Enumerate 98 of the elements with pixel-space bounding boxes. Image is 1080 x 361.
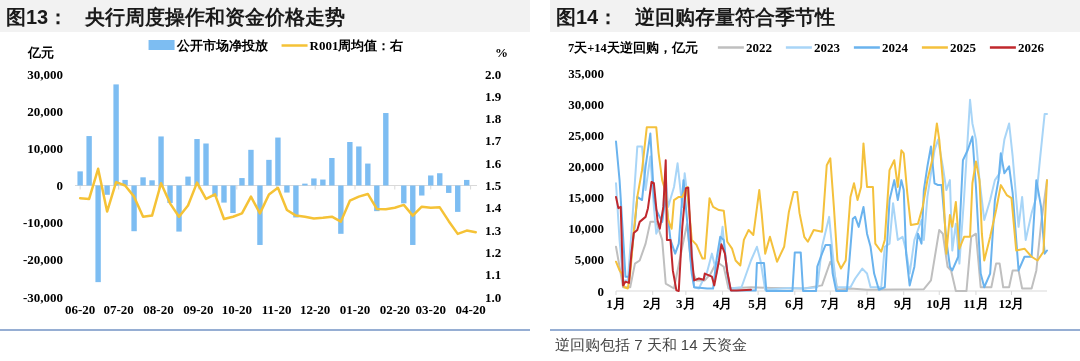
- y-tick-label: 35,000: [568, 65, 604, 81]
- y-tick-label: 0: [597, 283, 604, 299]
- x-tick-label: 03-20: [415, 302, 446, 317]
- bar: [176, 185, 182, 232]
- y-tick-label: 30,000: [27, 66, 63, 82]
- y-axis-title: 亿元: [27, 45, 54, 60]
- bar: [356, 146, 362, 186]
- y-tick-label: 10,000: [568, 221, 604, 237]
- chart-title: 图14： 逆回购存量符合季节性: [556, 6, 835, 28]
- legend-label: 2024: [881, 40, 909, 55]
- bar: [95, 185, 101, 283]
- x-tick-label: 1月: [606, 296, 626, 311]
- x-tick-label: 01-20: [339, 302, 371, 317]
- bar: [275, 137, 281, 186]
- x-tick-label: 10月: [926, 296, 953, 311]
- bar: [194, 139, 200, 186]
- x-tick-label: 2月: [642, 296, 663, 311]
- x-tick-label: 7月: [820, 296, 841, 311]
- bar: [257, 185, 263, 245]
- legend-label: 2025: [949, 40, 977, 55]
- bar: [86, 136, 92, 186]
- bar: [311, 178, 317, 186]
- text: 逆回购包括 7 天和 14 天资金: [555, 336, 747, 353]
- y-tick-label: -30,000: [22, 289, 63, 305]
- bar: [239, 178, 245, 186]
- bar: [284, 185, 290, 193]
- bar: [464, 179, 470, 186]
- y2-axis-title: %: [495, 45, 508, 60]
- y2-tick-label: 1.9: [485, 88, 502, 104]
- legend-label: 公开市场净投放: [175, 38, 269, 53]
- bar: [140, 177, 146, 186]
- bar: [149, 180, 155, 186]
- bar: [248, 149, 254, 186]
- y-tick-label: 25,000: [568, 127, 604, 143]
- bar: [113, 84, 119, 186]
- x-tick-label: 6月: [785, 296, 805, 311]
- y2-tick-label: 2.0: [485, 66, 502, 82]
- x-tick-label: 04-20: [455, 302, 486, 317]
- y2-tick-label: 1.4: [485, 200, 502, 216]
- y-tick-label: 10,000: [27, 140, 63, 156]
- x-tick-label: 12-20: [300, 302, 331, 317]
- y-tick-label: -20,000: [22, 252, 63, 268]
- y2-tick-label: 1.5: [485, 178, 502, 193]
- x-tick-label: 3月: [676, 296, 696, 311]
- x-tick-label: 10-20: [221, 302, 252, 317]
- y-axis-title: 7天+14天逆回购，亿元: [568, 40, 698, 55]
- line-series: [615, 159, 752, 292]
- x-tick-label: 06-20: [64, 302, 96, 317]
- y-tick-label: -10,000: [22, 215, 63, 231]
- legend-label: 2022: [745, 40, 772, 55]
- bar: [437, 173, 443, 186]
- bar: [338, 185, 344, 234]
- x-tick-label: 4月: [712, 296, 733, 311]
- x-tick-label: 09-20: [183, 302, 214, 317]
- x-tick-label: 11-20: [261, 302, 292, 317]
- x-tick-label: 5月: [748, 296, 768, 311]
- bar: [419, 185, 425, 196]
- bar: [455, 185, 461, 212]
- y-tick-label: 20,000: [568, 158, 604, 174]
- bar: [329, 158, 335, 186]
- x-tick-label: 9月: [893, 296, 914, 311]
- bar: [383, 113, 389, 186]
- bar: [347, 142, 353, 186]
- y2-tick-label: 1.0: [485, 289, 502, 305]
- y2-tick-label: 1.7: [485, 133, 502, 149]
- legend-label: R001周均值：右: [309, 38, 404, 53]
- y-tick-label: 15,000: [568, 190, 604, 206]
- legend-label: 2026: [1017, 40, 1045, 55]
- bar: [185, 176, 191, 186]
- y2-tick-label: 1.2: [485, 244, 502, 260]
- x-tick-label: 08-20: [143, 302, 174, 317]
- x-tick-label: 07-20: [103, 302, 134, 317]
- bar: [293, 185, 299, 218]
- bar: [77, 171, 83, 186]
- bar: [158, 136, 164, 186]
- y-tick-label: 5,000: [574, 252, 604, 268]
- y2-tick-label: 1.6: [485, 155, 502, 171]
- x-tick-label: 8月: [857, 296, 877, 311]
- line-series: [78, 167, 477, 236]
- bar: [221, 185, 227, 203]
- y-tick-label: 20,000: [27, 103, 63, 119]
- bar: [203, 143, 209, 186]
- bar: [230, 185, 236, 213]
- bar: [428, 175, 434, 186]
- y2-tick-label: 1.1: [485, 267, 502, 283]
- bar: [266, 159, 272, 186]
- bar: [320, 179, 326, 186]
- bar: [365, 163, 371, 186]
- x-tick-label: 12月: [998, 296, 1025, 311]
- bar: [104, 185, 110, 195]
- x-tick-label: 02-20: [379, 302, 410, 317]
- y-tick-label: 30,000: [568, 96, 604, 112]
- legend-label: 2023: [813, 40, 841, 55]
- x-tick-label: 11月: [963, 296, 989, 311]
- y2-tick-label: 1.3: [485, 222, 502, 238]
- chart-title: 图13： 央行周度操作和资金价格走势: [6, 6, 345, 28]
- y2-tick-label: 1.8: [485, 111, 502, 127]
- y-tick-label: 0: [56, 178, 63, 193]
